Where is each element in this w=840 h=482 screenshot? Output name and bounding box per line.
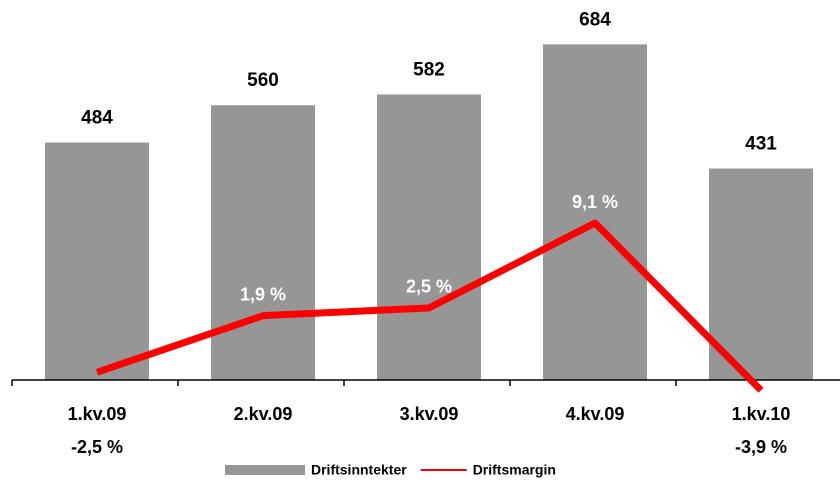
bar (45, 142, 149, 380)
bar-value-label: 582 (413, 59, 445, 80)
line-value-label: 1,9 % (240, 284, 286, 304)
bar-value-label: 560 (247, 70, 279, 91)
line (95, 219, 764, 393)
legend-label: Driftsinntekter (311, 462, 407, 478)
x-tick-label: 3.kv.09 (400, 404, 459, 424)
x-tick-label: 1.kv.10 (732, 404, 791, 424)
bar (543, 44, 647, 380)
line-value-label: 2,5 % (406, 277, 452, 297)
x-tick-label: 2.kv.09 (234, 404, 293, 424)
x-tick-label: 1.kv.09 (68, 404, 127, 424)
bar (211, 105, 315, 380)
legend-swatch (225, 465, 305, 475)
bar (709, 168, 813, 380)
line-value-label: -3,9 % (735, 437, 787, 457)
bar-value-label: 431 (745, 134, 777, 155)
legend-label: Driftsmargin (473, 462, 556, 478)
line-value-label: -2,5 % (71, 437, 123, 457)
bar-value-label: 684 (579, 9, 611, 30)
bar (377, 94, 481, 380)
line-value-label: 9,1 % (572, 192, 618, 212)
bar-value-label: 484 (81, 108, 113, 129)
x-tick-label: 4.kv.09 (566, 404, 625, 424)
